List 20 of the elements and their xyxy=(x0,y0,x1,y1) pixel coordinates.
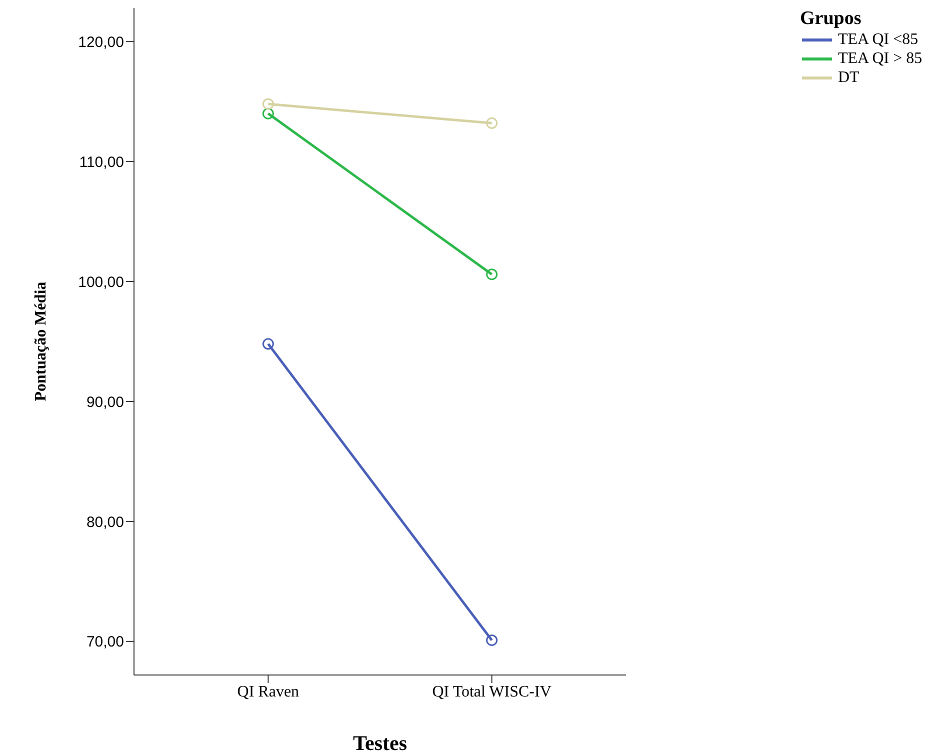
legend-title: Grupos xyxy=(800,8,862,30)
legend-label: DT xyxy=(838,68,860,87)
y-tick-label: 70,00 xyxy=(86,634,124,651)
legend-label: TEA QI <85 xyxy=(838,30,918,49)
legend-label: TEA QI > 85 xyxy=(838,49,922,68)
y-tick-label: 120,00 xyxy=(78,34,124,51)
point xyxy=(486,634,498,646)
y-tick-label: 90,00 xyxy=(86,394,124,411)
y-tick-label: 80,00 xyxy=(86,514,124,531)
point xyxy=(262,338,274,350)
x-tick-label: QI Raven xyxy=(237,683,300,700)
point xyxy=(262,108,274,120)
x-tick-label: QI Total WISC-IV xyxy=(432,683,552,700)
point xyxy=(486,268,498,280)
point xyxy=(262,98,274,110)
point xyxy=(486,117,498,129)
y-tick-label: 110,00 xyxy=(79,154,124,171)
y-axis-title: Pontuação Média xyxy=(32,282,50,402)
x-axis-title: Testes xyxy=(352,731,408,755)
y-tick-label: 100,00 xyxy=(78,274,124,291)
